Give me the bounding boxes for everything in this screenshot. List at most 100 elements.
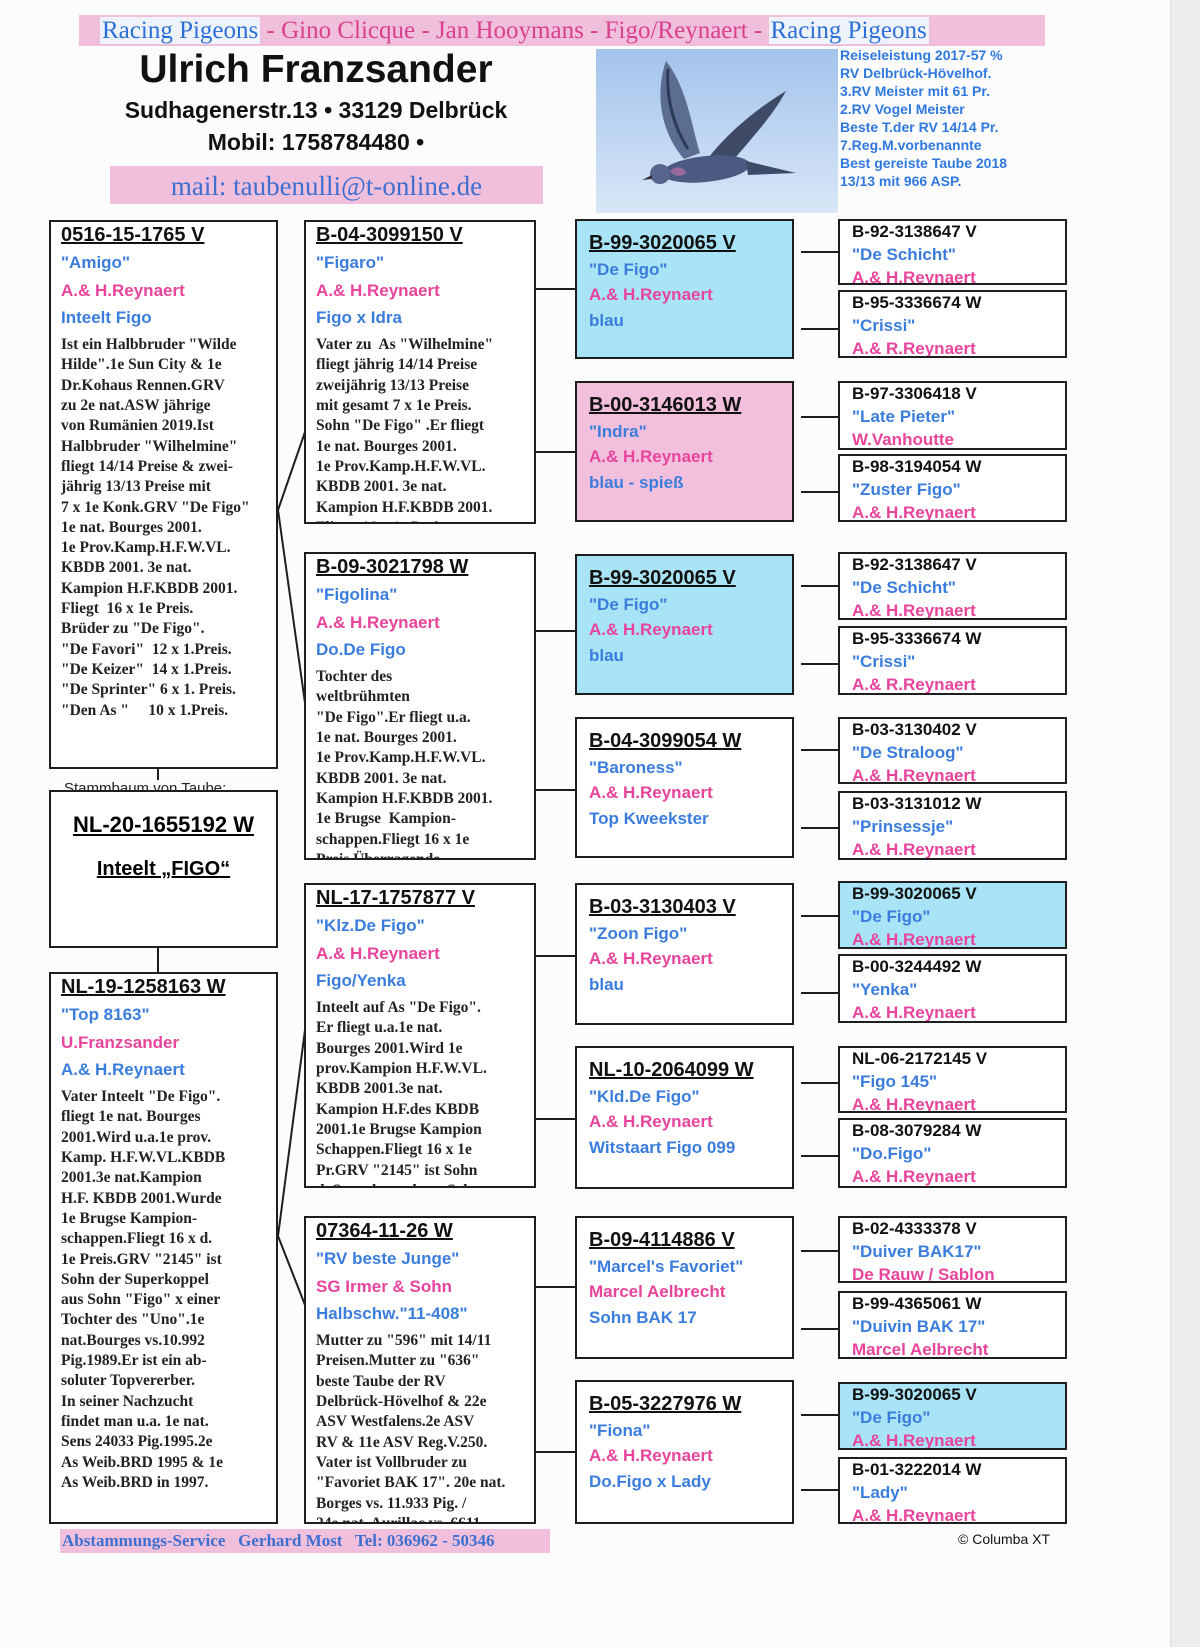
gg-grandparent-box[interactable]: B-98-3194054 W "Zuster Figo" A.& H.Reynaer… (838, 454, 1067, 522)
pigeon-owner: A.& H.Reynaert (589, 447, 713, 467)
pigeon-ring: B-99-3020065 V (852, 1385, 977, 1404)
pigeon-ring: NL-10-2064099 W (589, 1059, 754, 1081)
pigeon-ring: B-08-3079284 W (852, 1121, 982, 1140)
grandparent-box[interactable]: NL-17-1757877 V "Klz.De Figo" A.& H.Reynae… (304, 883, 536, 1188)
pigeon-name: "Figaro" (316, 253, 385, 273)
pigeon-name: "RV beste Junge" (316, 1249, 460, 1269)
great-grandparent-box[interactable]: NL-10-2064099 W "Kld.De Figo" A.& H.Reynae… (575, 1046, 794, 1189)
gg-grandparent-box[interactable]: B-03-3131012 W "Prinsessje" A.& H.Reynaert (838, 791, 1067, 860)
gg-grandparent-box[interactable]: B-99-3020065 V "De Figo" A.& H.Reynaert (838, 881, 1067, 949)
pigeon-name: "Marcel's Favoriet" (589, 1256, 744, 1276)
pigeon-name: "Figolina" (316, 585, 398, 605)
pigeon-owner: A.& H.Reynaert (852, 930, 976, 949)
pigeon-owner: A.& R.Reynaert (852, 675, 976, 694)
gg-grandparent-box[interactable]: B-99-3020065 V "De Figo" A.& H.Reynaert (838, 1382, 1067, 1450)
great-grandparent-box[interactable]: B-05-3227976 W "Fiona" A.& H.Reynaert Do.Fi… (575, 1380, 794, 1524)
pigeon-extra: Top Kweekster (589, 809, 709, 829)
pigeon-name: "Zuster Figo" (852, 480, 961, 499)
gg-grandparent-box[interactable]: B-95-3336674 W "Crissi" A.& R.Reynaert (838, 290, 1067, 358)
great-grandparent-box[interactable]: B-04-3099054 W "Baroness" A.& H.Reynaert To… (575, 717, 794, 858)
pigeon-name: "De Straloog" (852, 743, 964, 762)
pigeon-ring: B-00-3146013 W (589, 394, 742, 416)
pigeon-notes: Vater zu As "Wilhelmine" fliegt jährig 1… (316, 336, 494, 522)
pigeon-name: "Duiver BAK17" (852, 1242, 982, 1261)
grandparent-box[interactable]: B-04-3099150 V "Figaro" A.& H.Reynaert Figo… (304, 220, 536, 524)
pigeon-owner: A.& H.Reynaert (852, 1431, 976, 1450)
subject-title: Inteelt „FIGO“ (96, 858, 231, 880)
pigeon-owner: Marcel Aelbrecht (852, 1340, 989, 1359)
breeder-mail[interactable]: mail: taubenulli@t-online.de (110, 166, 543, 204)
breeder-name: Ulrich Franzsander (139, 48, 493, 91)
gg-grandparent-box[interactable]: NL-06-2172145 V "Figo 145" A.& H.Reynaert (838, 1046, 1067, 1113)
gg-grandparent-box[interactable]: B-00-3244492 W "Yenka" A.& H.Reynaert (838, 954, 1067, 1023)
subject-ring: NL-20-1655192 W (73, 812, 254, 837)
connector-line (277, 509, 306, 704)
pigeon-owner: Marcel Aelbrecht (589, 1282, 726, 1302)
great-grandparent-box[interactable]: B-99-3020065 V "De Figo" A.& H.Reynaert bla… (575, 554, 794, 695)
pigeon-extra: blau (589, 975, 624, 995)
breeder-mobile: Mobil: 1758784480 • (207, 129, 425, 155)
pigeon-owner: A.& H.Reynaert (316, 612, 440, 632)
pigeon-notes: Ist ein Halbbruder "Wilde Hilde".1e Sun … (61, 336, 250, 719)
pigeon-ring: B-04-3099150 V (316, 224, 463, 246)
pigeon-ring: B-98-3194054 W (852, 457, 982, 476)
dam-box[interactable]: NL-19-1258163 W "Top 8163" U.Franzsander A.… (49, 972, 278, 1524)
gg-grandparent-box[interactable]: B-02-4333378 V "Duiver BAK17" De Rauw / Sa… (838, 1216, 1067, 1283)
pigeon-name: "De Schicht" (852, 245, 956, 264)
sire-box[interactable]: 0516-15-1765 V "Amigo" A.& H.Reynaert Intee… (49, 220, 278, 769)
pigeon-name: "Baroness" (589, 757, 683, 777)
pigeon-owner: A.& H.Reynaert (852, 766, 976, 784)
pigeon-extra: Figo x Idra (316, 307, 402, 327)
pigeon-ring: B-03-3130402 V (852, 720, 977, 739)
pigeon-owner: U.Franzsander (61, 1032, 180, 1052)
pigeon-name: "Duivin BAK 17" (852, 1317, 986, 1336)
pigeon-name: "Yenka" (852, 980, 918, 999)
pigeon-name: "Lady" (852, 1483, 908, 1502)
subject-box: NL-20-1655192 W Inteelt „FIGO“ (49, 790, 278, 948)
grandparent-box[interactable]: 07364-11-26 W "RV beste Junge" SG Irmer & … (304, 1216, 536, 1524)
pigeon-owner: A.& H.Reynaert (852, 1167, 976, 1186)
pigeon-name: "Late Pieter" (852, 407, 956, 426)
pigeon-extra: blau (589, 311, 624, 331)
pigeon-ring: B-99-4365061 W (852, 1294, 982, 1313)
connector-line (277, 431, 306, 511)
pigeon-ring: B-97-3306418 V (852, 384, 977, 403)
pigeon-owner: A.& H.Reynaert (316, 280, 440, 300)
performance-text: Reiseleistung 2017-57 % RV Delbrück-Höve… (840, 47, 1008, 189)
pigeon-icon (642, 61, 796, 184)
pigeon-owner: A.& H.Reynaert (316, 943, 440, 963)
gg-grandparent-box[interactable]: B-08-3079284 W "Do.Figo" A.& H.Reynaert (838, 1118, 1067, 1188)
pigeon-ring: B-03-3130403 V (589, 896, 736, 918)
pigeon-ring: B-01-3222014 W (852, 1460, 982, 1479)
pigeon-name: "Fiona" (589, 1420, 651, 1440)
pigeon-ring: B-95-3336674 W (852, 293, 982, 312)
gg-grandparent-box[interactable]: B-92-3138647 V "De Schicht" A.& H.Reynaert (838, 219, 1067, 285)
great-grandparent-box[interactable]: B-03-3130403 V "Zoon Figo" A.& H.Reynaert b… (575, 883, 794, 1025)
gg-grandparent-box[interactable]: B-97-3306418 V "Late Pieter" W.Vanhoutte (838, 381, 1067, 450)
band-middle: - Gino Clicque - Jan Hooymans - Figo/Rey… (260, 17, 769, 44)
gg-grandparent-box[interactable]: B-01-3222014 W "Lady" A.& H.Reynaert (838, 1457, 1067, 1524)
great-grandparent-box[interactable]: B-09-4114886 V "Marcel's Favoriet" Marcel … (575, 1216, 794, 1359)
pigeon-ring: NL-19-1258163 W (61, 976, 226, 998)
gg-grandparent-box[interactable]: B-95-3336674 W "Crissi" A.& R.Reynaert (838, 626, 1067, 695)
pigeon-ring: 0516-15-1765 V (61, 224, 205, 246)
pigeon-name: "Crissi" (852, 652, 916, 671)
pigeon-name: "Klz.De Figo" (316, 916, 425, 936)
gg-grandparent-box[interactable]: B-03-3130402 V "De Straloog" A.& H.Reynaer… (838, 717, 1067, 784)
header-band-text: Racing Pigeons - Gino Clicque - Jan Hooy… (100, 14, 929, 48)
copyright: © Columba XT (958, 1531, 1051, 1547)
great-grandparent-box[interactable]: B-00-3146013 W "Indra" A.& H.Reynaert blau … (575, 381, 794, 522)
pigeon-owner: A.& H.Reynaert (589, 1112, 713, 1132)
great-grandparent-box[interactable]: B-99-3020065 V "De Figo" A.& H.Reynaert bla… (575, 219, 794, 359)
pigeon-extra: Halbschw."11-408" (316, 1303, 468, 1323)
pigeon-owner: A.& H.Reynaert (852, 1506, 976, 1524)
gg-grandparent-box[interactable]: B-92-3138647 V "De Schicht" A.& H.Reynaert (838, 552, 1067, 620)
pigeon-ring: NL-17-1757877 V (316, 887, 475, 909)
pigeon-owner: A.& H.Reynaert (852, 840, 976, 859)
gg-grandparent-box[interactable]: B-99-4365061 W "Duivin BAK 17" Marcel Aelb… (838, 1291, 1067, 1359)
pigeon-notes: Mutter zu "596" mit 14/11 Preisen.Mutter… (316, 1332, 506, 1524)
pigeon-extra: A.& H.Reynaert (61, 1059, 185, 1079)
pigeon-name: "De Schicht" (852, 578, 956, 597)
grandparent-box[interactable]: B-09-3021798 W "Figolina" A.& H.Reynaert Do… (304, 552, 536, 860)
